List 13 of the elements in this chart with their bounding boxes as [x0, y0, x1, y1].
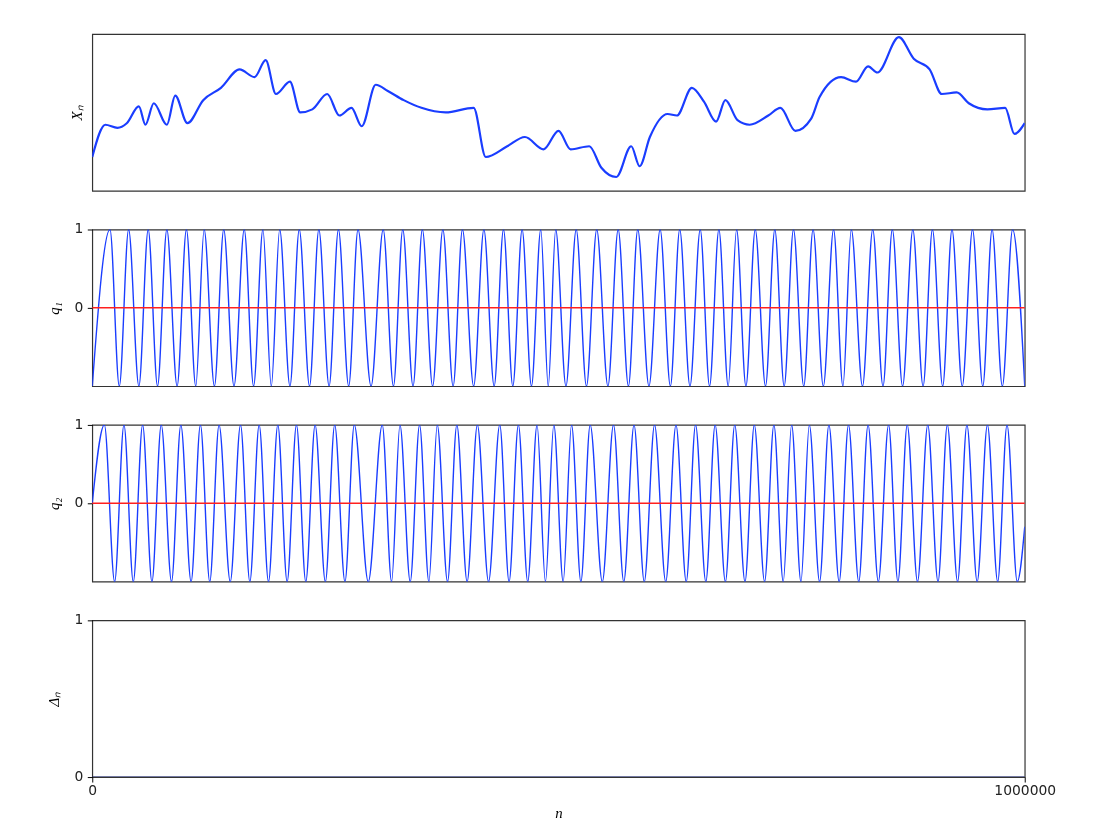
y-axis-title: q₁ — [45, 302, 62, 315]
y-tick-label: 1 — [74, 611, 84, 628]
x-tick-label: 1000000 — [994, 782, 1057, 799]
x-axis-title: n — [555, 805, 563, 822]
y-tick-label: 0 — [74, 494, 84, 511]
y-axis-title: Xₙ — [68, 105, 85, 122]
y-tick-label: 1 — [74, 220, 84, 237]
y-axis-title: q₂ — [45, 497, 62, 511]
y-tick-label: 0 — [74, 768, 84, 785]
line-series — [92, 424, 1025, 582]
y-tick-label: 1 — [74, 415, 84, 432]
y-axis-title: Δₙ — [45, 691, 62, 708]
y-tick-label: 0 — [74, 298, 84, 315]
